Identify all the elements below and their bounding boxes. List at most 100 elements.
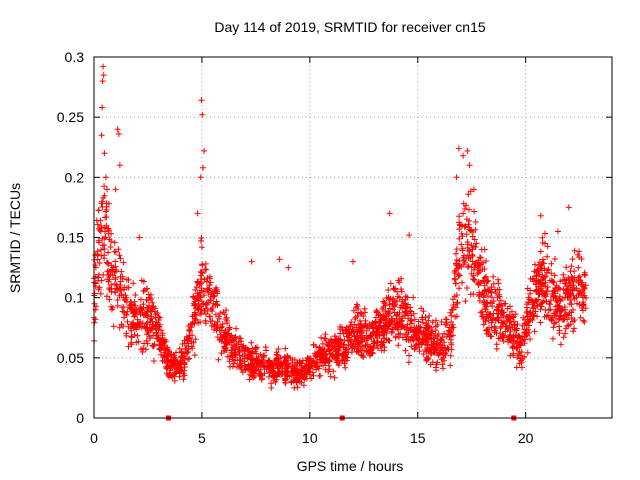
data-point: [181, 361, 188, 368]
data-point: [96, 260, 103, 266]
data-point: [566, 309, 573, 316]
data-point: [582, 272, 589, 279]
data-point: [116, 324, 123, 331]
data-point: [542, 230, 548, 237]
data-point: [396, 316, 402, 322]
data-point: [318, 345, 324, 352]
data-point: [127, 305, 134, 311]
data-point: [237, 356, 244, 363]
data-point: [481, 246, 488, 253]
data-point: [394, 325, 401, 331]
data-point: [108, 238, 115, 245]
data-point: [411, 316, 418, 323]
data-point: [415, 318, 422, 325]
data-point: [480, 321, 487, 328]
data-point: [155, 336, 162, 343]
data-point: [344, 357, 350, 364]
data-point: [257, 372, 264, 379]
data-point: [227, 363, 234, 370]
data-point: [217, 310, 224, 317]
data-point: [470, 186, 477, 193]
data-point: [469, 276, 476, 282]
data-point: [195, 319, 202, 326]
data-point: [229, 334, 236, 341]
data-point: [507, 332, 513, 338]
data-point: [532, 308, 539, 315]
data-point: [323, 355, 330, 362]
data-point: [521, 316, 528, 323]
data-point: [352, 314, 359, 321]
data-point: [537, 306, 544, 313]
data-point: [306, 355, 313, 362]
data-point: [440, 354, 446, 361]
data-point: [447, 352, 454, 359]
data-point: [538, 300, 545, 307]
data-point: [488, 294, 495, 301]
data-point: [403, 326, 410, 333]
data-point: [153, 330, 160, 337]
data-point: [414, 333, 421, 339]
data-point: [114, 297, 121, 303]
data-point: [100, 63, 107, 70]
data-point: [469, 253, 476, 259]
data-point: [405, 337, 412, 343]
data-point: [309, 369, 316, 376]
data-point: [163, 370, 170, 377]
data-point: [545, 266, 552, 273]
data-point: [438, 319, 445, 325]
data-point: [549, 278, 556, 285]
data-point: [102, 214, 109, 221]
data-point: [319, 340, 326, 347]
data-point: [140, 288, 147, 295]
data-point: [485, 293, 491, 300]
data-point: [576, 254, 583, 261]
data-point: [481, 274, 488, 281]
data-point: [119, 308, 126, 315]
data-point: [428, 324, 435, 331]
y-tick-label: 0.3: [65, 49, 85, 65]
data-point: [460, 152, 467, 159]
data-point: [124, 318, 131, 325]
data-point: [554, 286, 561, 293]
data-point: [539, 260, 546, 266]
data-point: [187, 321, 194, 328]
data-point: [562, 330, 569, 337]
data-point: [458, 241, 465, 248]
data-point: [381, 300, 388, 307]
data-point: [562, 325, 569, 332]
data-point: [556, 323, 563, 330]
data-point: [342, 364, 349, 371]
data-point: [569, 256, 576, 263]
data-point: [209, 318, 216, 324]
data-point: [216, 315, 223, 322]
data-point: [537, 248, 544, 255]
data-point: [535, 262, 542, 269]
data-point: [437, 347, 444, 354]
data-point: [387, 280, 394, 287]
data-point: [401, 300, 408, 307]
data-point: [532, 261, 538, 268]
data-point: [373, 335, 380, 341]
data-point: [448, 339, 455, 346]
data-point: [544, 243, 551, 250]
data-point: [559, 316, 566, 323]
data-point: [404, 333, 411, 340]
data-point: [426, 346, 433, 353]
data-point: [536, 271, 543, 278]
data-point: [303, 375, 310, 382]
data-point: [248, 339, 255, 346]
data-point: [194, 305, 201, 312]
data-point: [347, 341, 354, 348]
data-point: [459, 222, 466, 229]
data-point: [537, 276, 544, 283]
data-point: [353, 335, 360, 342]
data-point: [563, 264, 570, 271]
data-point: [478, 313, 485, 320]
data-point: [464, 147, 471, 154]
data-point: [534, 286, 540, 293]
data-point: [465, 263, 472, 270]
data-point: [416, 348, 423, 355]
data-point: [268, 384, 275, 391]
data-points: [91, 63, 589, 391]
data-point: [113, 266, 120, 273]
